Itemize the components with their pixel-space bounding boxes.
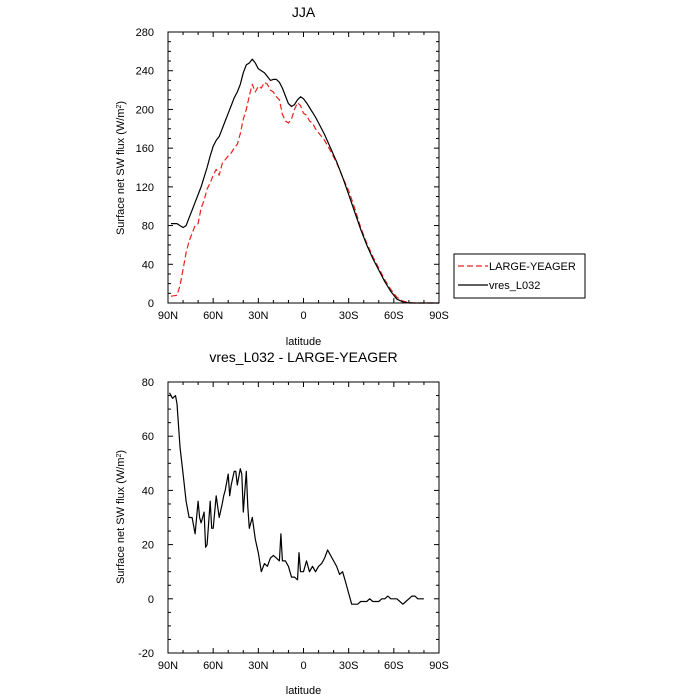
top-x-tick-label: 90N xyxy=(158,310,178,322)
bottom-y-axis-label-main: Surface net SW flux (W/m xyxy=(115,458,127,585)
bottom-y-axis-label-end: ) xyxy=(115,450,127,454)
bottom-panel: vres_L032 - LARGE-YEAGER 90N 60N 30N 0 30S 60… xyxy=(115,349,449,697)
top-y-tick-label: 200 xyxy=(136,104,154,116)
top-y-tick-label: 160 xyxy=(136,143,154,155)
top-y-axis-label-end: ) xyxy=(115,101,127,105)
bottom-y-tick-label: 0 xyxy=(148,594,154,606)
bottom-x-tick-label: 90S xyxy=(429,660,449,672)
bottom-y-tick-label: 40 xyxy=(142,485,154,497)
top-y-tick-label: 120 xyxy=(136,182,154,194)
top-series-vres-l032-line xyxy=(171,58,439,304)
top-x-tick-label: 60N xyxy=(203,310,223,322)
top-series-large-yeager-line xyxy=(170,81,439,304)
top-x-tick-label: 30S xyxy=(339,310,359,322)
bottom-x-tick-label: 90N xyxy=(158,660,178,672)
bottom-y-axis-label: Surface net SW flux (W/m2) xyxy=(115,450,127,584)
top-panel: JJA 90N 60N 30N 0 30S 60S 90S 0 40 80 120 160 200 240… xyxy=(115,4,449,348)
bottom-x-tick-label: 30N xyxy=(248,660,268,672)
top-chart-title: JJA xyxy=(292,4,316,20)
bottom-x-tick-label: 30S xyxy=(339,660,359,672)
top-x-tick-label: 90S xyxy=(429,310,449,322)
legend-label-vres-l032: vres_L032 xyxy=(489,280,540,292)
top-y-axis-label-main: Surface net SW flux (W/m xyxy=(115,109,127,236)
legend: LARGE-YEAGER vres_L032 xyxy=(453,253,586,299)
bottom-x-axis-label: latitude xyxy=(286,685,321,697)
top-y-tick-label: 40 xyxy=(142,259,154,271)
top-y-tick-label: 280 xyxy=(136,27,154,39)
bottom-series-difference-line xyxy=(168,392,424,605)
top-x-axis-label: latitude xyxy=(286,336,321,348)
top-y-tick-label: 240 xyxy=(136,66,154,78)
top-y-axis-label-sup: 2 xyxy=(116,105,123,109)
bottom-y-tick-label: 20 xyxy=(142,540,154,552)
top-x-tick-label: 60S xyxy=(384,310,404,322)
top-y-axis-label: Surface net SW flux (W/m2) xyxy=(115,101,127,235)
top-x-tick-label: 30N xyxy=(248,310,268,322)
top-y-tick-label: 0 xyxy=(148,298,154,310)
bottom-chart-title: vres_L032 - LARGE-YEAGER xyxy=(209,349,397,365)
bottom-x-tick-label: 60S xyxy=(384,660,404,672)
legend-label-large-yeager: LARGE-YEAGER xyxy=(489,261,576,273)
bottom-x-tick-label: 60N xyxy=(203,660,223,672)
top-y-tick-label: 80 xyxy=(142,221,154,233)
bottom-y-tick-label: 80 xyxy=(142,377,154,389)
bottom-x-tick-label: 0 xyxy=(300,660,306,672)
bottom-y-tick-label: -20 xyxy=(138,648,154,660)
top-x-tick-label: 0 xyxy=(300,310,306,322)
bottom-plot-area: 90N 60N 30N 0 30S 60S 90S -20 0 20 40 60 80 xyxy=(138,377,449,672)
top-plot-frame xyxy=(167,31,440,304)
bottom-y-axis-label-sup: 2 xyxy=(116,454,123,458)
top-plot-area: 90N 60N 30N 0 30S 60S 90S 0 40 80 120 160 200 240 280 xyxy=(136,27,449,322)
bottom-y-tick-label: 60 xyxy=(142,431,154,443)
legend-box xyxy=(453,253,586,299)
